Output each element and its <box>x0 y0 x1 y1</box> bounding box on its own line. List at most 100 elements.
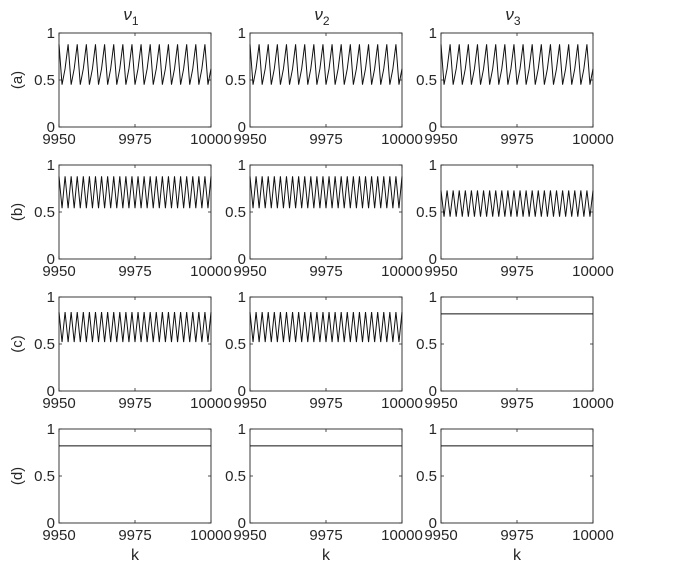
x-tick-label: 10000 <box>572 131 614 148</box>
y-tick-label: 1 <box>238 157 246 174</box>
x-tick-label: 9950 <box>424 263 457 280</box>
series-line <box>58 311 212 343</box>
x-axis-label-3: k <box>513 547 522 564</box>
plot-frame <box>440 164 594 260</box>
series-line <box>249 311 403 343</box>
x-tick-label: 10000 <box>381 395 423 412</box>
column-title-subscript: 2 <box>323 14 330 28</box>
x-tick-label: 9975 <box>500 527 533 544</box>
y-tick-label: 0.5 <box>416 336 437 353</box>
panel-d-3: 0 0.5 1 9950 9975 10000 <box>416 421 614 544</box>
y-tick-label: 1 <box>238 25 246 42</box>
y-tick-label: 0.5 <box>34 72 55 89</box>
column-title-1: ν1 <box>123 5 139 28</box>
plot-frame <box>58 428 212 524</box>
x-tick-label: 9950 <box>42 395 75 412</box>
column-title-3: ν3 <box>505 5 521 28</box>
series-line <box>58 44 212 85</box>
y-tick-label: 0.5 <box>225 204 246 221</box>
y-tick-label: 0.5 <box>34 468 55 485</box>
x-axis-label-1: k <box>131 547 140 564</box>
column-title-subscript: 1 <box>132 14 139 28</box>
y-tick-label: 0.5 <box>34 336 55 353</box>
x-tick-label: 9950 <box>42 263 75 280</box>
y-tick-label: 0.5 <box>225 72 246 89</box>
y-tick-label: 1 <box>429 157 437 174</box>
x-tick-label: 10000 <box>572 263 614 280</box>
plot-frame <box>249 428 403 524</box>
x-tick-label: 9975 <box>309 395 342 412</box>
x-tick-label: 9975 <box>500 395 533 412</box>
x-tick-label: 9950 <box>424 131 457 148</box>
y-tick-label: 1 <box>47 421 55 438</box>
y-tick-label: 0 <box>238 251 246 268</box>
panel-a-2: 0 0.5 1 9950 9975 10000 <box>225 25 423 148</box>
y-tick-label: 0 <box>238 119 246 136</box>
panel-b-3: 0 0.5 1 9950 9975 10000 <box>416 157 614 280</box>
y-tick-label: 0.5 <box>34 204 55 221</box>
x-tick-label: 10000 <box>190 527 232 544</box>
y-tick-label: 0.5 <box>225 468 246 485</box>
panel-b-2: 0 0.5 1 9950 9975 10000 <box>225 157 423 280</box>
x-tick-label: 9950 <box>42 131 75 148</box>
x-tick-label: 9950 <box>233 527 266 544</box>
panel-c-3: 0 0.5 1 9950 9975 10000 <box>416 289 614 412</box>
x-tick-label: 9950 <box>424 527 457 544</box>
x-tick-label: 9975 <box>309 263 342 280</box>
column-title-symbol: ν <box>314 5 323 24</box>
panel-a-1: 0 0.5 1 9950 9975 10000 <box>34 25 232 148</box>
x-tick-label: 9975 <box>118 527 151 544</box>
y-tick-label: 1 <box>429 289 437 306</box>
plot-frame <box>58 164 212 260</box>
x-tick-label: 9975 <box>118 131 151 148</box>
y-tick-label: 0 <box>429 251 437 268</box>
x-tick-label: 9950 <box>233 131 266 148</box>
series-line <box>440 44 594 85</box>
column-title-subscript: 3 <box>514 14 521 28</box>
panel-c-2: 0 0.5 1 9950 9975 10000 <box>225 289 423 412</box>
y-tick-label: 0 <box>47 251 55 268</box>
row-label-d: (d) <box>9 467 26 485</box>
y-tick-label: 0 <box>47 383 55 400</box>
series-line <box>440 190 594 217</box>
y-tick-label: 0 <box>238 515 246 532</box>
column-title-2: ν2 <box>314 5 330 28</box>
y-tick-label: 1 <box>47 25 55 42</box>
plot-frame <box>249 296 403 392</box>
x-tick-label: 9950 <box>233 395 266 412</box>
y-tick-label: 0.5 <box>416 204 437 221</box>
y-tick-label: 0.5 <box>416 72 437 89</box>
series-line <box>58 176 212 209</box>
series-line <box>249 176 403 209</box>
plot-frame <box>249 164 403 260</box>
x-tick-label: 9975 <box>118 395 151 412</box>
row-label-a: (a) <box>9 71 26 89</box>
panel-d-1: 0 0.5 1 9950 9975 10000 <box>34 421 232 544</box>
plot-frame <box>440 296 594 392</box>
x-tick-label: 9950 <box>424 395 457 412</box>
y-tick-label: 0 <box>429 119 437 136</box>
x-tick-label: 10000 <box>381 527 423 544</box>
x-axis-label-2: k <box>322 547 331 564</box>
panel-c-1: 0 0.5 1 9950 9975 10000 <box>34 289 232 412</box>
y-tick-label: 0 <box>429 383 437 400</box>
x-tick-label: 9975 <box>500 131 533 148</box>
panel-b-1: 0 0.5 1 9950 9975 10000 <box>34 157 232 280</box>
x-tick-label: 9950 <box>42 527 75 544</box>
plot-frame <box>58 296 212 392</box>
x-tick-label: 9975 <box>500 263 533 280</box>
panel-a-3: 0 0.5 1 9950 9975 10000 <box>416 25 614 148</box>
y-tick-label: 0 <box>429 515 437 532</box>
column-title-symbol: ν <box>123 5 132 24</box>
column-title-symbol: ν <box>505 5 514 24</box>
y-tick-label: 1 <box>429 421 437 438</box>
x-tick-label: 10000 <box>572 527 614 544</box>
x-tick-label: 10000 <box>190 263 232 280</box>
y-tick-label: 1 <box>429 25 437 42</box>
y-tick-label: 0 <box>47 515 55 532</box>
x-tick-label: 9975 <box>309 131 342 148</box>
x-tick-label: 9975 <box>309 527 342 544</box>
x-tick-label: 10000 <box>190 395 232 412</box>
y-tick-label: 1 <box>47 289 55 306</box>
